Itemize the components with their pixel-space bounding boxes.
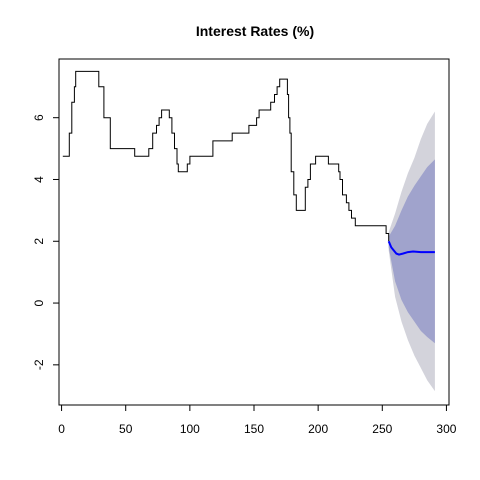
x-axis: 0 50 100 150 200 250 300: [58, 404, 457, 436]
series-lines: [62, 70, 435, 256]
y-tick-label: 4: [32, 176, 46, 183]
x-tick-label: 50: [119, 422, 133, 436]
y-tick-label: 6: [32, 114, 46, 121]
x-tick-label: 0: [58, 422, 65, 436]
x-tick-label: 100: [180, 422, 200, 436]
series-line-forecast: [387, 240, 435, 256]
x-tick-label: 150: [244, 422, 264, 436]
x-tick-label: 200: [308, 422, 328, 436]
y-tick-label: -2: [32, 359, 46, 370]
y-tick-label: 0: [32, 299, 46, 306]
x-tick-label: 250: [372, 422, 392, 436]
x-tick-label: 300: [436, 422, 456, 436]
chart-title: Interest Rates (%): [196, 23, 314, 39]
y-axis: -2 0 2 4 6: [32, 114, 60, 370]
y-tick-label: 2: [32, 238, 46, 245]
series-line-history: [62, 70, 390, 242]
